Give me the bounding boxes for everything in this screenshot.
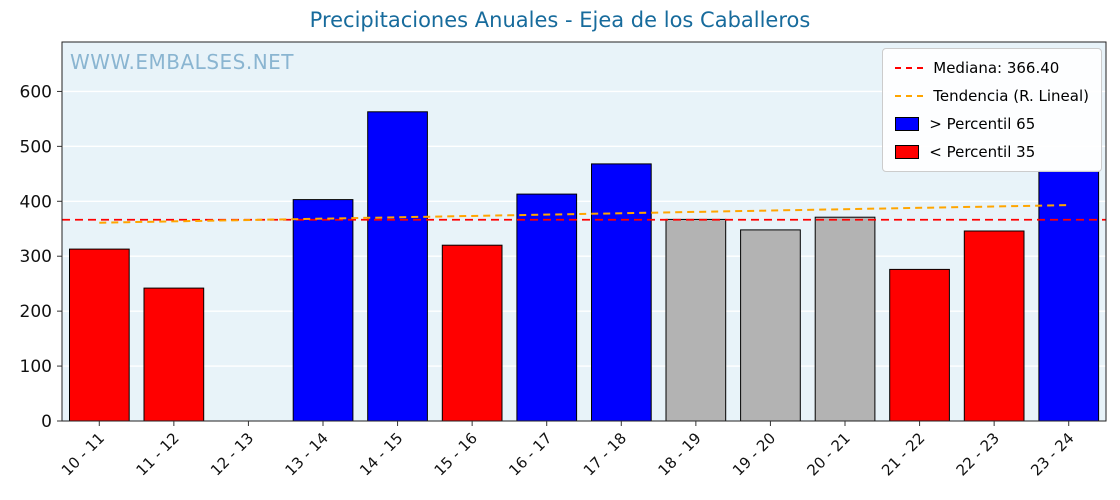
x-tick-label: 15 - 16 xyxy=(431,429,481,479)
x-tick-label: 11 - 12 xyxy=(132,429,182,479)
legend-label: Tendencia (R. Lineal) xyxy=(933,87,1089,105)
bar-18-19 xyxy=(665,218,727,422)
y-tick-label: 100 xyxy=(20,357,52,377)
y-tick-label: 300 xyxy=(20,247,52,267)
bar-11-12 xyxy=(143,287,205,422)
plot-frame xyxy=(61,41,1107,422)
x-tick-label: 16 - 17 xyxy=(505,429,555,479)
legend-item: > Percentil 65 xyxy=(895,113,1089,135)
trend-dashed-line-icon xyxy=(895,95,924,97)
median-dashed-line-icon xyxy=(895,67,924,69)
x-tick-label: 10 - 11 xyxy=(58,429,108,479)
watermark: WWW.EMBALSES.NET xyxy=(70,50,295,74)
bar-22-23 xyxy=(963,230,1025,422)
legend-item: < Percentil 35 xyxy=(895,141,1089,163)
x-tick-label: 22 - 23 xyxy=(953,429,1003,479)
bar-19-20 xyxy=(740,229,801,422)
legend-label: > Percentil 65 xyxy=(929,115,1036,133)
y-tick-label: 600 xyxy=(20,82,52,102)
bar-16-17 xyxy=(516,193,578,422)
x-tick-label: 18 - 19 xyxy=(654,429,704,479)
x-tick-label: 12 - 13 xyxy=(207,429,257,479)
legend-label: Mediana: 366.40 xyxy=(933,59,1060,77)
x-tick-label: 21 - 22 xyxy=(878,429,928,479)
y-tick-label: 200 xyxy=(20,302,52,322)
y-tick-label: 0 xyxy=(41,412,52,432)
bar-15-16 xyxy=(441,244,503,422)
bar-17-18 xyxy=(591,163,652,422)
trend-line xyxy=(99,204,1069,224)
bar-10-11 xyxy=(69,248,130,422)
bar-21-22 xyxy=(889,268,950,422)
legend-item: Tendencia (R. Lineal) xyxy=(895,85,1089,107)
y-tick-label: 400 xyxy=(20,192,52,212)
bar-23-24 xyxy=(1038,170,1100,422)
x-tick-label: 14 - 15 xyxy=(356,429,406,479)
x-tick-label: 23 - 24 xyxy=(1027,429,1077,479)
legend-item: Mediana: 366.40 xyxy=(895,57,1089,79)
x-tick-label: 13 - 14 xyxy=(282,429,332,479)
x-tick-label: 20 - 21 xyxy=(804,429,854,479)
bar-20-21 xyxy=(814,216,876,422)
chart-title: Precipitaciones Anuales - Ejea de los Ca… xyxy=(309,8,811,32)
x-tick-label: 17 - 18 xyxy=(580,429,630,479)
y-tick-label: 500 xyxy=(20,137,52,157)
x-tick-label: 19 - 20 xyxy=(729,429,779,479)
red-swatch-icon xyxy=(895,145,920,159)
legend-label: < Percentil 35 xyxy=(929,143,1036,161)
bar-14-15 xyxy=(367,111,428,422)
bar-13-14 xyxy=(292,199,354,422)
legend: Mediana: 366.40 Tendencia (R. Lineal) > Pe… xyxy=(882,48,1102,172)
blue-swatch-icon xyxy=(895,117,920,131)
